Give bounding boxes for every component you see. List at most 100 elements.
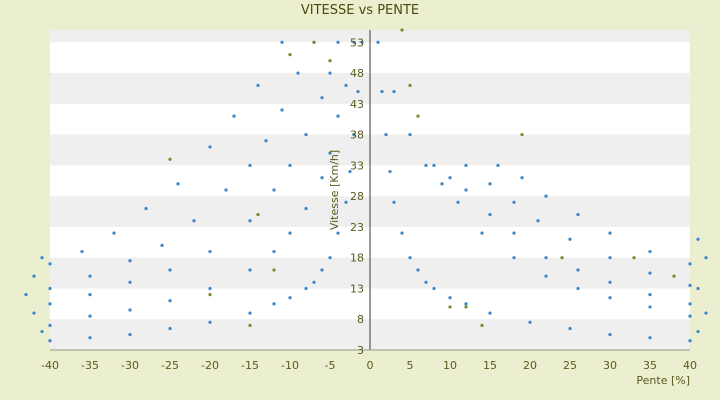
x-axis-label: Pente [%] (636, 374, 690, 387)
data-point (648, 293, 652, 297)
x-tick-label: 35 (643, 359, 657, 372)
data-point (688, 283, 692, 287)
data-point (544, 194, 548, 198)
data-point (48, 302, 52, 306)
data-points (24, 28, 708, 343)
data-point (512, 200, 516, 204)
data-point (336, 231, 340, 235)
x-tick-label: -35 (81, 359, 99, 372)
data-point (328, 71, 332, 75)
data-point (576, 286, 580, 291)
y-tick-label: 23 (350, 221, 364, 234)
data-point (128, 308, 132, 312)
data-point (344, 83, 348, 87)
y-tick-label: 28 (350, 190, 364, 203)
data-point (464, 163, 468, 167)
data-point (576, 268, 580, 272)
data-point (168, 268, 172, 272)
data-point (464, 188, 468, 192)
data-point (224, 188, 228, 192)
data-point (88, 336, 92, 340)
data-point (448, 305, 452, 309)
data-point (448, 296, 452, 300)
y-tick-label: 3 (357, 344, 364, 357)
data-point (464, 305, 468, 309)
data-point (168, 326, 172, 331)
y-axis-label: Vitesse [Km/h] (328, 150, 341, 230)
data-point (48, 339, 52, 343)
data-point (696, 237, 700, 241)
data-point (32, 311, 36, 315)
data-point (356, 89, 360, 94)
data-point (160, 243, 164, 247)
data-point (380, 89, 384, 94)
data-point (208, 320, 212, 324)
y-tick-label: 43 (350, 98, 364, 111)
x-tick-label: 30 (603, 359, 617, 372)
data-point (256, 83, 260, 87)
data-point (688, 339, 692, 343)
data-point (288, 163, 292, 167)
data-point (264, 139, 268, 143)
data-point (400, 231, 404, 235)
data-point (448, 176, 452, 180)
data-point (512, 231, 516, 235)
data-point (256, 213, 260, 217)
data-point (456, 200, 460, 204)
y-tick-label: 8 (357, 313, 364, 326)
y-tick-label: 48 (350, 67, 364, 80)
data-point (488, 311, 492, 315)
data-point (480, 323, 484, 327)
x-tick-label: 20 (523, 359, 537, 372)
data-point (312, 280, 316, 284)
data-point (392, 200, 396, 204)
data-point (336, 114, 340, 118)
data-point (248, 311, 252, 315)
data-point (672, 274, 676, 278)
data-point (304, 206, 308, 211)
data-point (608, 280, 612, 284)
data-point (688, 302, 692, 306)
data-point (248, 268, 252, 272)
data-point (480, 231, 484, 235)
x-tick-label: 25 (563, 359, 577, 372)
data-point (320, 268, 324, 272)
data-point (400, 28, 404, 32)
data-point (388, 169, 392, 174)
data-point (248, 219, 252, 223)
data-point (352, 40, 356, 44)
data-point (248, 323, 252, 327)
data-point (328, 151, 332, 155)
data-point (208, 249, 212, 254)
x-tick-label: -40 (41, 359, 59, 372)
data-point (288, 53, 292, 57)
data-point (32, 274, 36, 278)
data-point (320, 96, 324, 100)
data-point (168, 157, 172, 161)
data-point (464, 302, 468, 306)
data-point (408, 83, 412, 87)
data-point (328, 256, 332, 260)
data-point (416, 114, 420, 118)
data-point (272, 188, 276, 192)
data-point (544, 274, 548, 278)
data-point (352, 133, 356, 137)
data-point (144, 206, 148, 211)
data-point (348, 169, 352, 174)
x-tick-label: 10 (443, 359, 457, 372)
data-point (344, 200, 348, 204)
x-tick-label: 15 (483, 359, 497, 372)
data-point (608, 333, 612, 337)
data-point (608, 296, 612, 300)
data-point (192, 219, 196, 223)
data-point (272, 268, 276, 272)
data-point (80, 249, 84, 254)
data-point (168, 299, 172, 303)
data-point (272, 302, 276, 306)
data-point (432, 286, 436, 291)
data-point (336, 40, 340, 44)
data-point (408, 256, 412, 260)
x-tick-label: -20 (201, 359, 219, 372)
